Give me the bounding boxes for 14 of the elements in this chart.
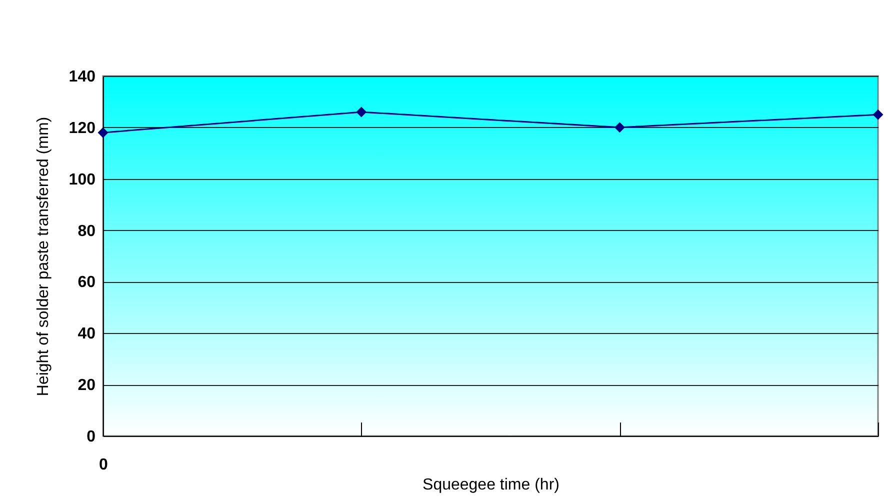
y-tick-label: 140 — [68, 68, 96, 86]
point — [872, 109, 884, 120]
y-tick-label: 120 — [68, 120, 96, 137]
y-tick-label: 60 — [78, 274, 96, 292]
point — [356, 106, 367, 118]
y-axis-title: Height of solder paste transferred (mm) — [34, 116, 52, 396]
y-tick-label: 20 — [78, 377, 96, 394]
y-tick-label: 40 — [78, 326, 96, 343]
point — [98, 127, 108, 138]
point — [614, 122, 625, 133]
y-tick-label: 80 — [78, 222, 96, 240]
x-axis-title: Squeegee time (hr) — [422, 476, 560, 494]
y-tick-label: 100 — [68, 171, 96, 188]
y-tick-label: 0 — [86, 428, 96, 446]
